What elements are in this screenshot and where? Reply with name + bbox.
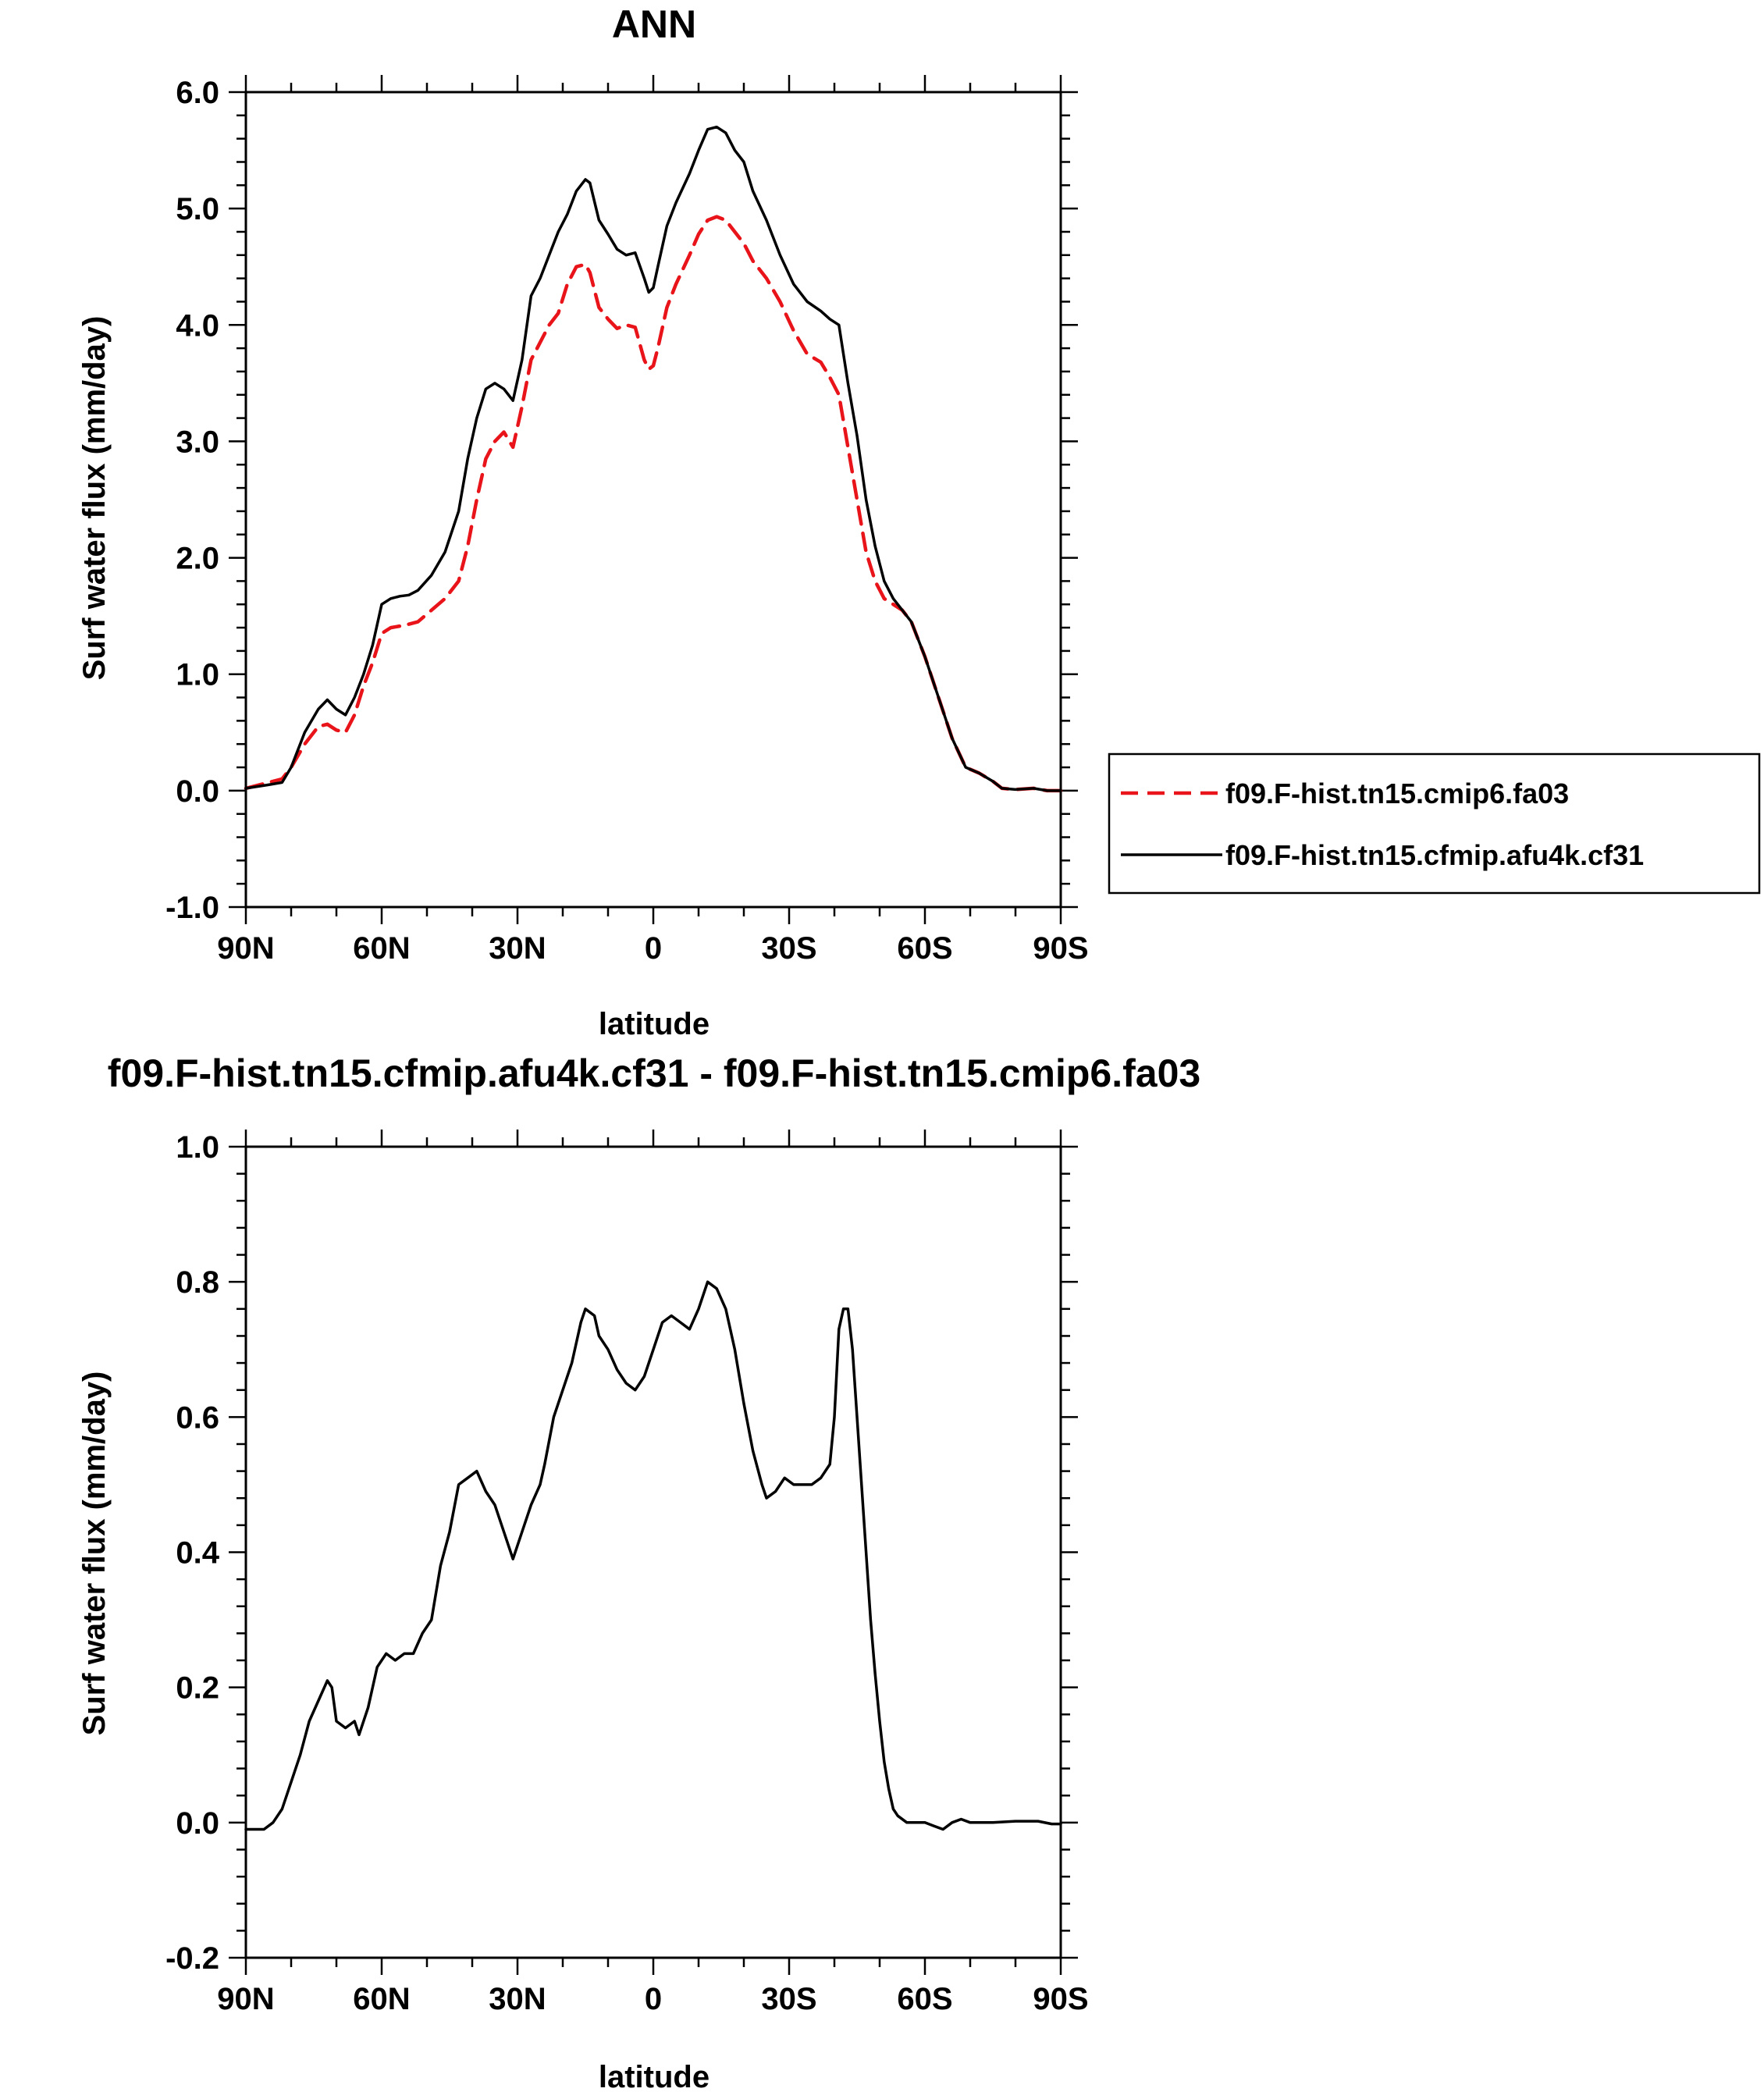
x-tick-label: 60N — [353, 931, 410, 966]
x-tick-label: 60S — [897, 931, 952, 966]
y-tick-label: -1.0 — [165, 891, 219, 925]
x-tick-label: 60N — [353, 1982, 410, 2016]
y-tick-label: 1.0 — [176, 658, 219, 692]
bottom-x-axis-title: latitude — [599, 2060, 710, 2092]
x-tick-label: 90S — [1033, 1982, 1088, 2016]
x-tick-label: 30N — [489, 1982, 546, 2016]
x-tick-label: 30N — [489, 931, 546, 966]
bottom-chart: f09.F-hist.tn15.cfmip.afu4k.cf31 - f09.F… — [77, 1051, 1200, 2092]
top-y-axis-title: Surf water flux (mm/day) — [77, 316, 112, 681]
legend-label-fa03: f09.F-hist.tn15.cmip6.fa03 — [1225, 777, 1569, 809]
y-tick-label: 0.2 — [176, 1671, 219, 1706]
y-tick-label: 0.0 — [176, 1806, 219, 1841]
top-chart: ANN 90N 60N 30N 0 30S 60S 90S -1.0 0.0 1.0 2.0 3.0… — [77, 2, 1089, 1041]
y-tick-label: -0.2 — [165, 1941, 219, 1976]
x-tick-label: 0 — [645, 1982, 662, 2016]
y-tick-label: 5.0 — [176, 192, 219, 226]
x-tick-label: 90N — [217, 931, 274, 966]
series-line-solid-1-0 — [244, 1280, 1062, 1831]
y-tick-label: 0.6 — [176, 1400, 219, 1435]
x-tick-label: 30S — [761, 1982, 816, 2016]
x-tick-label: 30S — [761, 931, 816, 966]
x-tick-label: 0 — [645, 931, 662, 966]
bottom-plot-frame — [244, 1145, 1062, 1959]
x-tick-label: 90S — [1033, 931, 1088, 966]
y-tick-label: 3.0 — [176, 425, 219, 459]
bottom-chart-title: f09.F-hist.tn15.cfmip.afu4k.cf31 - f09.F… — [108, 1051, 1200, 1095]
y-tick-label: 6.0 — [176, 76, 219, 110]
top-chart-title: ANN — [612, 2, 696, 46]
x-tick-label: 90N — [217, 1982, 274, 2016]
y-tick-label: 4.0 — [176, 308, 219, 343]
series-line-dashed-0-0 — [244, 215, 1063, 793]
bottom-y-axis-title: Surf water flux (mm/day) — [77, 1372, 112, 1736]
legend: f09.F-hist.tn15.cmip6.fa03 f09.F-hist.tn… — [1108, 752, 1761, 895]
legend-box — [1108, 752, 1761, 895]
series-line-solid-0-1 — [244, 125, 1062, 792]
y-tick-label: 1.0 — [176, 1130, 219, 1165]
x-tick-label: 60S — [897, 1982, 952, 2016]
top-plot-frame — [244, 91, 1062, 909]
top-x-axis-title: latitude — [599, 1007, 710, 1041]
y-tick-label: 0.8 — [176, 1265, 219, 1300]
legend-label-cf31: f09.F-hist.tn15.cfmip.afu4k.cf31 — [1225, 839, 1644, 871]
y-tick-label: 0.0 — [176, 774, 219, 809]
y-tick-label: 0.4 — [176, 1536, 219, 1571]
y-tick-label: 2.0 — [176, 542, 219, 576]
